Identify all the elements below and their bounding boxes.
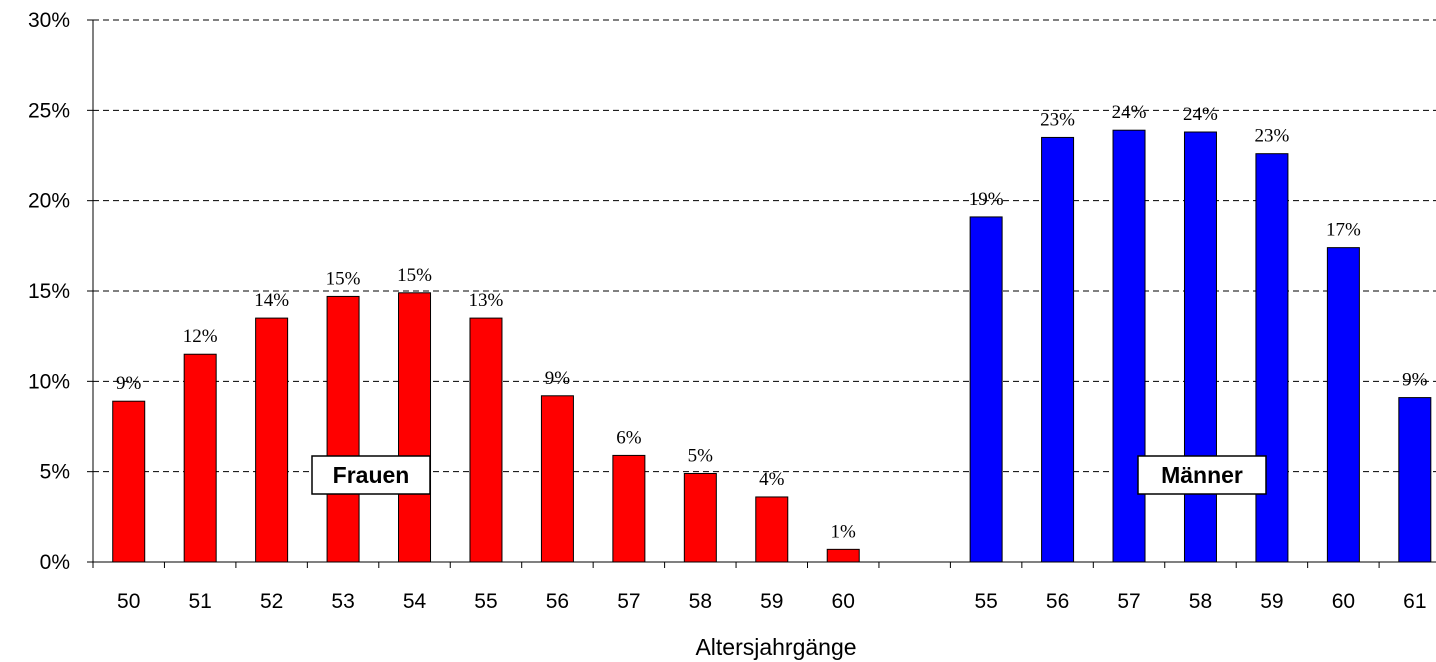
bar-männer-55 [969, 216, 1003, 563]
data-label: 12% [183, 326, 218, 347]
x-tick-label: 57 [617, 590, 640, 613]
bar-frauen-54 [398, 292, 432, 563]
data-label: 23% [1040, 109, 1075, 130]
bar-frauen-59 [755, 496, 789, 563]
bar-männer-57 [1112, 129, 1146, 563]
group-label-männer: Männer [1137, 455, 1267, 495]
bars [112, 129, 1432, 563]
x-tick-label: 54 [403, 590, 427, 613]
x-tick-label: 55 [974, 590, 997, 613]
y-tick-labels: 0% 5% 10% 15% 20% 25% 30% [28, 9, 70, 574]
x-tick-label: 58 [1189, 590, 1212, 613]
y-tick-label: 10% [28, 370, 70, 393]
data-label: 23% [1255, 126, 1290, 147]
gridlines [93, 19, 1436, 473]
x-tick-label: 55 [474, 590, 497, 613]
y-tick-label: 5% [40, 461, 70, 484]
data-label: 24% [1112, 102, 1147, 123]
group-labels: Frauen Männer [311, 455, 1267, 495]
axes [87, 19, 1436, 568]
bar-männer-58 [1183, 131, 1217, 563]
data-label: 9% [116, 373, 142, 394]
group-label-box [1137, 455, 1267, 495]
bar-frauen-58 [683, 472, 717, 563]
y-tick-label: 25% [28, 99, 70, 122]
data-label: 1% [831, 521, 857, 542]
bar-frauen-57 [612, 454, 646, 563]
x-tick-label: 53 [331, 590, 354, 613]
x-tick-label: 50 [117, 590, 140, 613]
x-tick-label: 57 [1117, 590, 1140, 613]
x-tick-label: 59 [1260, 590, 1283, 613]
y-tick-label: 0% [40, 551, 70, 574]
group-label-box [311, 455, 431, 495]
data-label: 24% [1183, 104, 1218, 125]
x-tick-label: 56 [1046, 590, 1069, 613]
data-label: 9% [1402, 370, 1428, 391]
x-tick-label: 56 [546, 590, 569, 613]
data-label: 15% [326, 268, 361, 289]
bar-frauen-53 [326, 295, 360, 563]
x-tick-label: 61 [1403, 590, 1426, 613]
x-axis-title: Altersjahrgänge [695, 634, 856, 660]
y-tick-label: 30% [28, 9, 70, 32]
data-labels: 9% 12% 14% 15% 15% 13% 9% 6% 5% 4% 1% 19% 23% 24% 24% 2… [116, 102, 1428, 542]
x-tick-label: 60 [1332, 590, 1355, 613]
y-tick-label: 15% [28, 280, 70, 303]
bar-frauen-51 [183, 353, 217, 563]
x-tick-label: 59 [760, 590, 783, 613]
bar-frauen-52 [255, 317, 289, 563]
bar-männer-56 [1041, 136, 1075, 563]
data-label: 14% [254, 290, 289, 311]
data-label: 15% [397, 265, 432, 286]
data-label: 5% [688, 445, 714, 466]
data-label: 17% [1326, 220, 1361, 241]
y-tick-label: 20% [28, 190, 70, 213]
data-label: 13% [469, 290, 504, 311]
group-label-frauen: Frauen [311, 455, 431, 495]
bar-frauen-56 [540, 395, 574, 563]
group-label-text: Männer [1161, 462, 1243, 488]
group-label-text: Frauen [333, 462, 410, 488]
data-label: 19% [969, 189, 1004, 210]
x-tick-labels: 50 51 52 53 54 55 56 57 58 59 60 55 56 57 58 59 60 61 [117, 590, 1426, 613]
bar-frauen-60 [826, 548, 860, 563]
x-tick-label: 52 [260, 590, 283, 613]
bar-frauen-55 [469, 317, 503, 563]
x-tick-label: 51 [188, 590, 211, 613]
data-label: 6% [616, 427, 642, 448]
x-tick-label: 58 [689, 590, 712, 613]
bar-männer-61 [1398, 397, 1432, 563]
bar-frauen-50 [112, 400, 146, 563]
data-label: 9% [545, 368, 571, 389]
bar-männer-60 [1326, 247, 1360, 563]
data-label: 4% [759, 469, 785, 490]
x-tick-label: 60 [832, 590, 855, 613]
bar-männer-59 [1255, 153, 1289, 563]
